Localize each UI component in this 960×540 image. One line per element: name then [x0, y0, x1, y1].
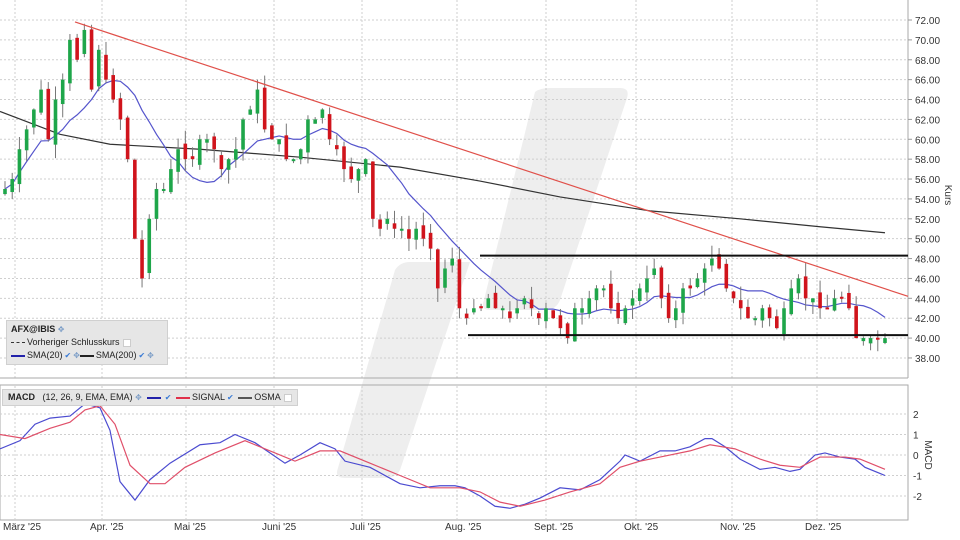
dashed-line-icon	[11, 342, 25, 344]
price-tick-label: 50.00	[915, 235, 940, 246]
price-tick-label: 56.00	[915, 175, 940, 186]
price-tick-label: 64.00	[915, 96, 940, 107]
price-tick-label: 52.00	[915, 215, 940, 226]
x-tick-label: Mai '25	[174, 522, 206, 533]
sma20-settings-icon[interactable]: ✥	[73, 351, 80, 360]
price-tick-label: 46.00	[915, 274, 940, 285]
x-tick-label: Dez. '25	[805, 522, 842, 533]
sma200-label: SMA(200)	[95, 350, 137, 360]
x-tick-label: Nov. '25	[720, 522, 756, 533]
settings-icon[interactable]: ✥	[57, 325, 65, 334]
macd-swatch-icon	[146, 396, 161, 399]
price-tick-label: 68.00	[915, 56, 940, 67]
x-tick-label: Okt. '25	[624, 522, 659, 533]
macd-axis-title: MACD	[922, 440, 933, 469]
macd-tick-label: -2	[913, 492, 922, 503]
price-tick-label: 58.00	[915, 155, 940, 166]
macd-tick-label: 1	[913, 431, 919, 442]
macd-params: (12, 26, 9, EMA, EMA)	[42, 392, 133, 402]
macd-title: MACD	[8, 392, 35, 402]
macd-tick-label: 0	[913, 451, 919, 462]
x-tick-label: Sept. '25	[534, 522, 574, 533]
macd-grid	[0, 386, 908, 520]
price-axis-title: Kurs	[942, 185, 953, 206]
signal-label: SIGNAL	[192, 392, 226, 402]
macd-tick-label: 2	[913, 410, 919, 421]
price-legend: AFX@IBIS ✥ Vorheriger Schlusskurs SMA(20…	[6, 320, 168, 365]
osma-label: OSMA	[254, 392, 281, 402]
watermark-logo	[336, 88, 628, 478]
price-tick-label: 72.00	[915, 16, 940, 27]
price-tick-label: 38.00	[915, 354, 940, 365]
price-tick-label: 66.00	[915, 76, 940, 87]
macd-settings-icon[interactable]: ✥	[135, 393, 142, 402]
prev-close-label: Vorheriger Schlusskurs	[27, 337, 120, 347]
price-tick-label: 48.00	[915, 255, 940, 266]
sma20-swatch-icon	[11, 354, 25, 357]
price-tick-label: 70.00	[915, 36, 940, 47]
signal-swatch-icon	[176, 396, 190, 399]
sma200-checkbox[interactable]: ✔	[138, 351, 146, 360]
x-tick-label: Aug. '25	[445, 522, 482, 533]
trend-annotations	[74, 21, 909, 337]
x-tick-label: Juli '25	[350, 522, 381, 533]
sma200-settings-icon[interactable]: ✥	[147, 351, 154, 360]
x-tick-label: Apr. '25	[90, 522, 124, 533]
macd-y-axis: 2 1 0 -1 -2	[913, 410, 922, 503]
sma200-swatch-icon	[79, 354, 94, 357]
prev-close-checkbox[interactable]	[122, 338, 131, 347]
sma20-checkbox[interactable]: ✔	[64, 351, 72, 360]
sma20-line	[4, 79, 886, 318]
candlesticks	[3, 23, 887, 352]
macd-legend: MACD (12, 26, 9, EMA, EMA) ✥ ✔ SIGNAL ✔ O…	[2, 389, 298, 406]
price-y-axis: 72.00 70.00 68.00 66.00 64.00 62.00 60.00 58.00…	[908, 16, 940, 365]
price-tick-label: 42.00	[915, 314, 940, 325]
macd-checkbox[interactable]: ✔	[164, 393, 172, 402]
x-tick-label: Juni '25	[262, 522, 297, 533]
macd-panel-frame	[0, 384, 909, 521]
signal-checkbox[interactable]: ✔	[227, 393, 234, 402]
macd-lines	[0, 403, 886, 509]
x-tick-label: März '25	[3, 522, 42, 533]
price-tick-label: 40.00	[915, 334, 940, 345]
symbol-label: AFX@IBIS	[11, 324, 56, 334]
price-tick-label: 62.00	[915, 115, 940, 126]
sma20-label: SMA(20)	[27, 350, 63, 360]
price-tick-label: 60.00	[915, 135, 940, 146]
sma200-line	[0, 110, 886, 234]
osma-checkbox[interactable]	[283, 393, 292, 402]
price-tick-label: 54.00	[915, 195, 940, 206]
price-tick-label: 44.00	[915, 294, 940, 305]
osma-swatch-icon	[238, 396, 253, 399]
macd-tick-label: -1	[913, 472, 922, 483]
